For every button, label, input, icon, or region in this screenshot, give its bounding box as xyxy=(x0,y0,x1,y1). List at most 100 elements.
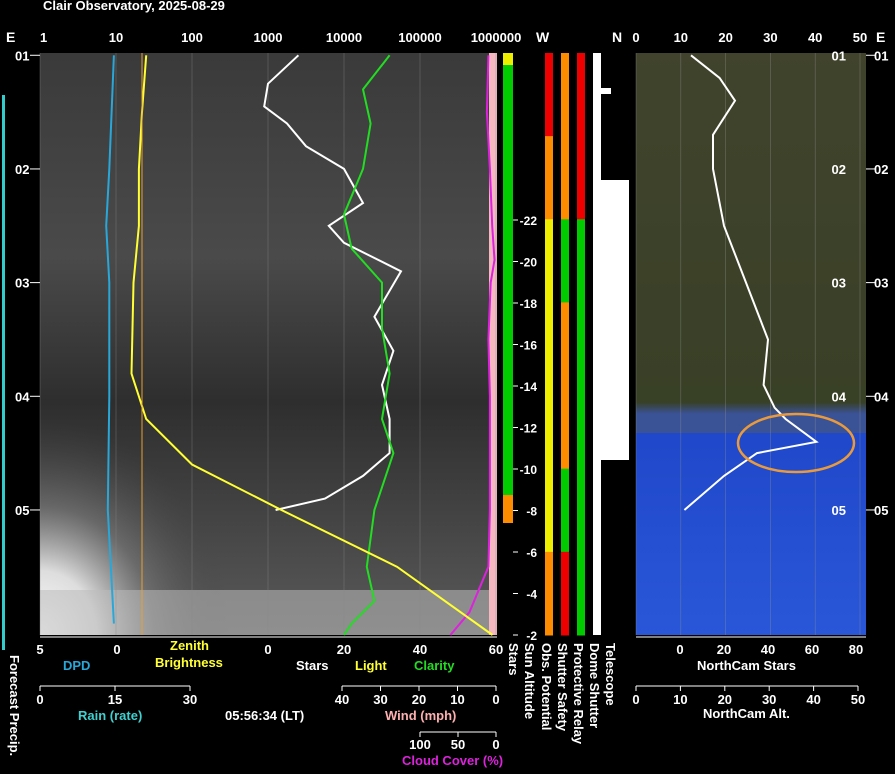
wind-strip xyxy=(489,53,497,635)
status-strips xyxy=(545,53,629,636)
series-northcam-stars xyxy=(683,54,819,511)
sun-altitude-tick-label: -18 xyxy=(520,297,538,311)
wind-tick-label: 40 xyxy=(335,692,349,707)
northcam-stars-tick-label: 20 xyxy=(717,642,731,657)
series-cloud-cover xyxy=(449,55,496,636)
time-tick-label-right: 03 xyxy=(874,276,888,291)
timestamp: 05:56:34 (LT) xyxy=(225,708,304,723)
status-cell-shutter-safety xyxy=(561,219,569,303)
northcam-top-tick-label: 0 xyxy=(632,30,639,45)
series-stars xyxy=(263,54,403,511)
stars-tick-label: 20 xyxy=(337,642,351,657)
northcam-trails xyxy=(636,53,866,433)
northcam-stars-tick-label: 80 xyxy=(849,642,863,657)
northcam-alt-tick-label: 50 xyxy=(851,692,865,707)
stars-tick-label: 40 xyxy=(413,642,427,657)
time-tick-label: 04 xyxy=(15,389,30,404)
northcam-top-tick-label: 40 xyxy=(808,30,822,45)
east-label-right: E xyxy=(876,29,885,45)
forecast-label: Forecast Precip. xyxy=(7,655,22,756)
stars-strip-bottom xyxy=(503,495,513,523)
dome-shutter-open-bar xyxy=(593,53,601,635)
status-cell-obs-potential xyxy=(545,468,553,553)
wind-label: Wind (mph) xyxy=(385,708,456,723)
stars-label: Stars xyxy=(296,658,329,673)
stars-tick-label: 60 xyxy=(489,642,503,657)
west-label: W xyxy=(536,29,550,45)
wind-tick-label: 10 xyxy=(450,692,464,707)
status-cell-shutter-safety xyxy=(561,302,569,387)
northcam-stars-tick-label: 0 xyxy=(676,642,683,657)
stars-tick-label: 0 xyxy=(264,642,271,657)
top-log-tick-label: 1000 xyxy=(254,30,283,45)
series-zenith-brightness xyxy=(130,55,494,636)
time-tick-label: 05 xyxy=(15,503,29,518)
time-tick-label-right: 04 xyxy=(874,389,889,404)
status-cell-obs-potential xyxy=(545,551,553,636)
northcam-stars-tick-label: 40 xyxy=(761,642,775,657)
light-label: Light xyxy=(355,658,387,673)
northcam-stars-tick-label: 60 xyxy=(805,642,819,657)
status-cell-shutter-safety xyxy=(561,136,569,220)
status-cell-shutter-safety xyxy=(561,53,569,137)
main-series xyxy=(105,53,496,636)
time-tick-label-right: 01 xyxy=(874,48,888,63)
protective-relay-label: Protective Relay xyxy=(571,643,586,745)
zenith-label-1: Zenith xyxy=(170,638,209,653)
northcam-time-tick-label: 02 xyxy=(832,162,846,177)
stars-strip-top xyxy=(503,53,513,65)
northcam-top-tick-label: 50 xyxy=(853,30,867,45)
status-cell-shutter-safety xyxy=(561,385,569,470)
sun-altitude-tick-label: -6 xyxy=(526,546,537,560)
top-log-tick-label: 100000 xyxy=(398,30,441,45)
dawn-band xyxy=(40,590,497,635)
main-grid xyxy=(39,53,497,635)
status-cell-obs-potential xyxy=(545,219,553,303)
status-cell-protective-relay xyxy=(577,219,585,303)
cloud-tick-label: 50 xyxy=(451,737,465,752)
status-cell-protective-relay xyxy=(577,302,585,387)
time-tick-label-right: 05 xyxy=(874,503,888,518)
northcam-alt-tick-label: 20 xyxy=(718,692,732,707)
northcam-grid xyxy=(635,53,861,635)
rain-tick-label: 30 xyxy=(183,692,197,707)
sun-altitude-tick-label: -12 xyxy=(520,422,538,436)
dpd-tick-label: 0 xyxy=(113,642,120,657)
rain-tick-label: 0 xyxy=(36,692,43,707)
cloud-label: Cloud Cover (%) xyxy=(402,753,503,768)
northcam-time-tick-label: 05 xyxy=(832,503,846,518)
top-log-tick-label: 10000 xyxy=(326,30,362,45)
top-log-tick-label: 10 xyxy=(109,30,123,45)
northcam-alt-tick-label: 10 xyxy=(673,692,687,707)
telescope-tracking-mark xyxy=(601,88,611,94)
telescope-label: Telescope xyxy=(603,643,618,706)
status-cell-shutter-safety xyxy=(561,551,569,636)
sun-altitude-label: Sun Altitude xyxy=(522,643,537,719)
status-cell-obs-potential xyxy=(545,136,553,220)
page-title: Clair Observatory, 2025-08-29 xyxy=(43,0,225,13)
time-tick-label: 02 xyxy=(15,162,29,177)
northcam-alt-tick-label: 0 xyxy=(632,692,639,707)
sun-altitude-tick-label: -2 xyxy=(526,629,537,643)
sun-altitude-tick-label: -4 xyxy=(526,588,537,602)
stars-vertical-label: Stars xyxy=(506,643,521,676)
status-cell-protective-relay xyxy=(577,551,585,636)
time-tick-label-right: 02 xyxy=(874,162,888,177)
wind-tick-label: 20 xyxy=(412,692,426,707)
sun-altitude-tick-label: -14 xyxy=(520,380,538,394)
cloud-tick-label: 0 xyxy=(492,737,499,752)
cloud-tick-label: 100 xyxy=(409,737,431,752)
telescope-tracking-bar xyxy=(601,180,629,460)
status-cell-obs-potential xyxy=(545,385,553,470)
top-log-tick-label: 1 xyxy=(40,30,47,45)
status-cell-shutter-safety xyxy=(561,468,569,553)
northcam-time-tick-label: 01 xyxy=(832,48,846,63)
obs-potential-label: Obs. Potential xyxy=(539,643,554,730)
north-label: N xyxy=(612,29,622,45)
wind-tick-label: 0 xyxy=(492,692,499,707)
zenith-label-2: Brightness xyxy=(155,655,223,670)
clarity-label: Clarity xyxy=(414,658,455,673)
northcam-top-tick-label: 30 xyxy=(763,30,777,45)
